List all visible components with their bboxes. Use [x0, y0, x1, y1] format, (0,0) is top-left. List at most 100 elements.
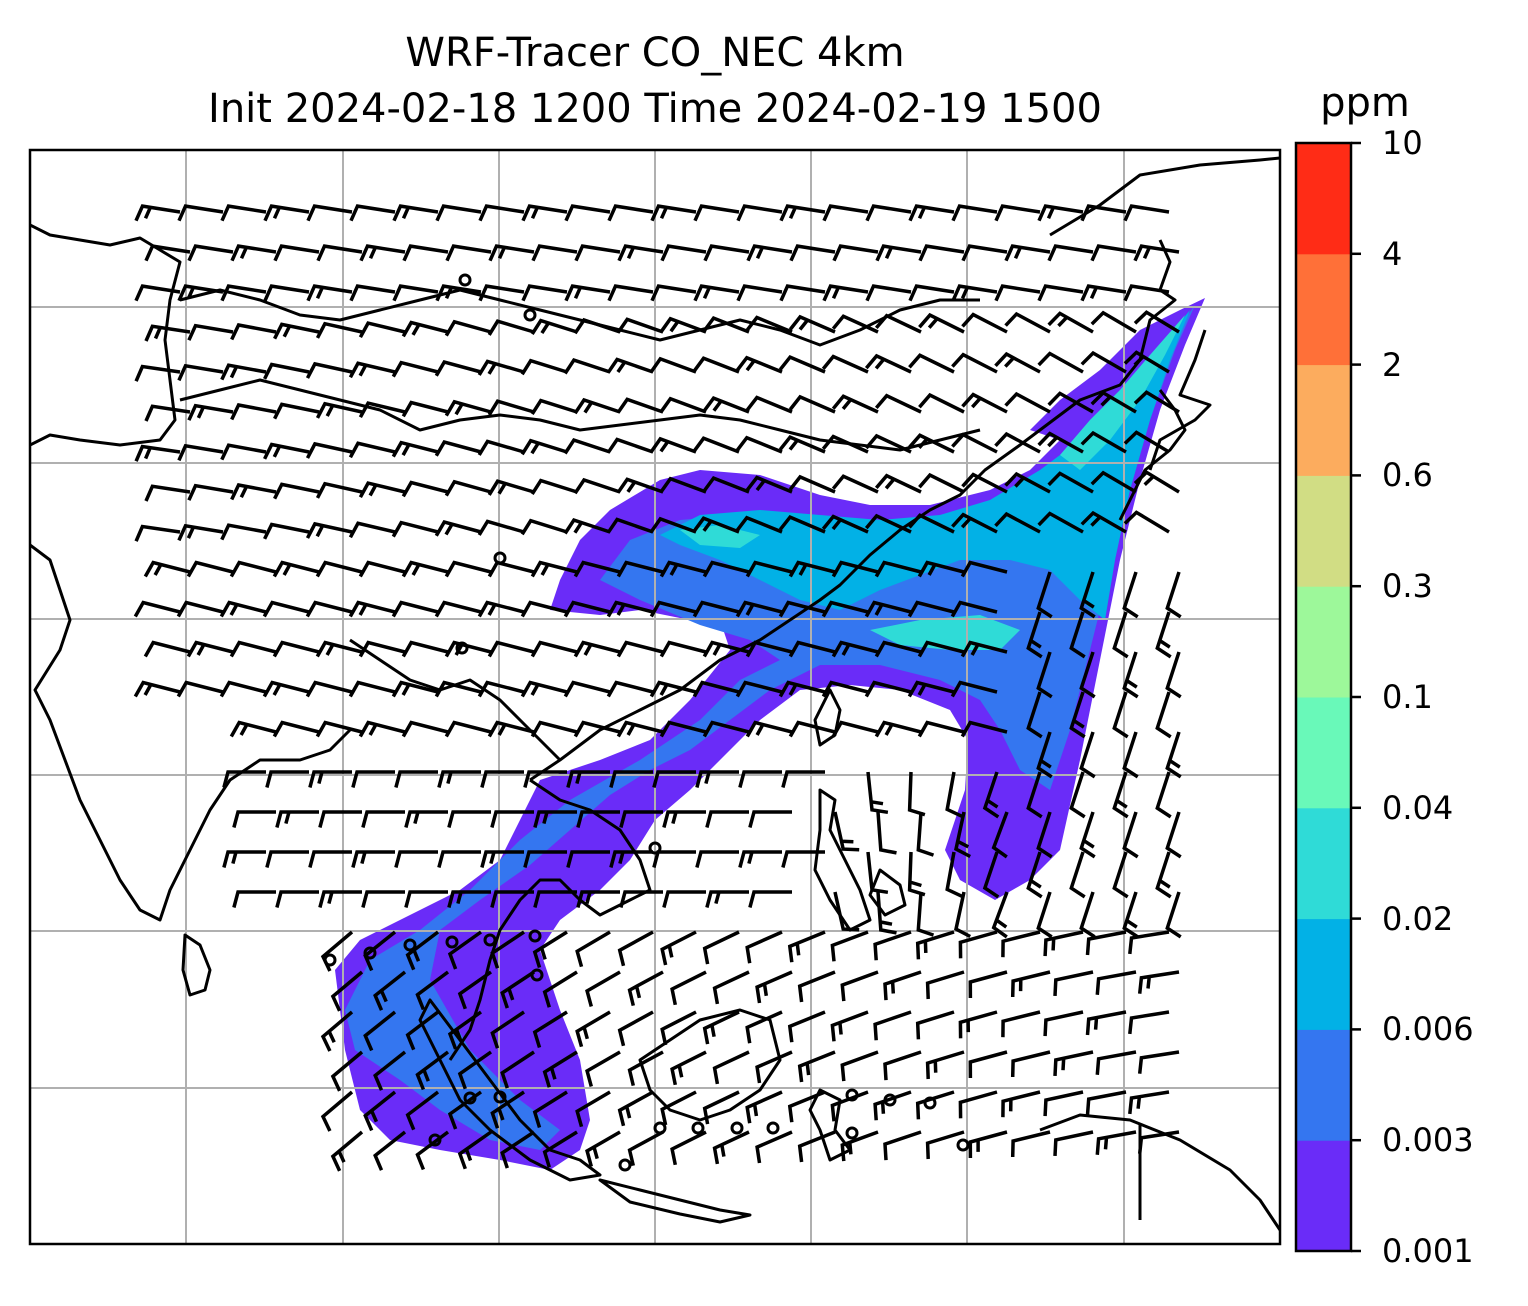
wind-barb	[738, 850, 782, 868]
wind-barb	[272, 720, 320, 738]
wind-barb	[520, 600, 568, 618]
wind-barb	[606, 680, 654, 698]
wind-barb	[520, 518, 568, 536]
wind-barb	[1036, 571, 1053, 619]
wind-barb	[134, 444, 181, 462]
wind-barb	[573, 640, 621, 658]
wind-barb	[1122, 891, 1139, 939]
wind-barb	[532, 1090, 568, 1129]
wind-barb	[660, 1010, 697, 1046]
wind-barb	[616, 397, 664, 414]
wind-barb	[1128, 1010, 1170, 1035]
wind-barb	[745, 475, 793, 494]
wind-barb	[315, 560, 363, 578]
wind-barb	[788, 640, 836, 658]
wind-barb	[144, 244, 191, 262]
wind-barb	[415, 970, 450, 1011]
wind-barb	[961, 312, 1008, 334]
wind-barb	[232, 890, 276, 908]
calm-wind-circle	[653, 1121, 667, 1135]
wind-barb	[272, 560, 320, 578]
wind-barb	[907, 771, 926, 817]
wind-barb	[866, 771, 889, 815]
wind-barb	[745, 1090, 783, 1124]
wind-barb	[874, 720, 922, 738]
wind-barb	[789, 244, 836, 262]
calm-wind-circle	[956, 1138, 970, 1152]
wind-barb	[865, 284, 912, 302]
wind-barb	[660, 244, 707, 262]
wind-barb	[1001, 1010, 1041, 1038]
wind-barb	[447, 890, 491, 908]
wind-barb	[960, 560, 1008, 578]
wind-barb	[874, 313, 922, 334]
wind-barb	[405, 1090, 440, 1131]
wind-barb	[840, 970, 879, 1002]
wind-barb	[958, 1010, 998, 1039]
wind-barb	[627, 1050, 664, 1087]
colorbar-bin	[1296, 586, 1351, 698]
wind-barb	[1036, 891, 1053, 939]
wind-barb	[1043, 1090, 1084, 1117]
wind-barb	[1133, 244, 1180, 262]
wind-barb	[305, 361, 353, 379]
wind-barb	[994, 511, 1041, 534]
wind-barb	[230, 323, 277, 341]
wind-barb	[652, 770, 696, 788]
wind-barb	[275, 810, 319, 828]
wind-barb	[444, 479, 492, 497]
wind-barb	[320, 1090, 354, 1132]
wind-barb	[564, 204, 611, 222]
wind-barb	[533, 890, 577, 908]
wind-barb	[875, 244, 922, 262]
wind-barb	[1036, 731, 1053, 779]
wind-barb	[275, 890, 319, 908]
wind-barb	[745, 930, 783, 964]
colorbar-tick-label: 0.3	[1382, 567, 1433, 606]
wind-barb	[883, 1130, 922, 1161]
colorbar-tick-label: 0.04	[1382, 788, 1454, 827]
wind-barb	[573, 477, 621, 495]
wind-barb	[487, 319, 535, 336]
wind-barb	[134, 364, 181, 382]
wind-barb	[222, 850, 266, 868]
wind-barb	[229, 560, 277, 578]
wind-barb	[1010, 970, 1051, 998]
wind-barb	[576, 810, 620, 828]
wind-barb	[1128, 1090, 1170, 1115]
wind-barb	[500, 970, 535, 1009]
wind-barb	[702, 475, 750, 494]
chart-title-line-2: Init 2024-02-18 1200 Time 2024-02-19 150…	[208, 86, 1102, 132]
wind-barb	[480, 850, 524, 868]
wind-barb	[755, 1130, 793, 1164]
wind-barb	[487, 399, 535, 416]
wind-barb	[273, 402, 320, 420]
wind-barb	[659, 476, 707, 494]
wind-barb	[1112, 691, 1129, 739]
wind-barb	[230, 244, 277, 262]
wind-barb	[695, 850, 739, 868]
wind-barb	[391, 680, 439, 698]
wind-barb	[606, 517, 654, 534]
wind-barb	[530, 640, 578, 658]
wind-barb	[662, 890, 706, 908]
wind-barb	[401, 400, 449, 418]
wind-barb	[348, 680, 396, 698]
wind-barb	[177, 523, 224, 542]
wind-barb	[1123, 350, 1170, 374]
wind-barb	[273, 244, 320, 262]
wind-barb	[457, 970, 493, 1010]
border-himalaya	[179, 378, 981, 452]
wind-barb	[1037, 204, 1084, 222]
wind-barb	[187, 483, 234, 501]
wind-barb	[187, 244, 234, 262]
wind-barb	[1069, 851, 1086, 899]
colorbar-tick-label: 0.02	[1382, 899, 1454, 938]
wind-barb	[566, 850, 610, 868]
wind-barb	[831, 720, 879, 738]
wind-barb	[617, 1010, 654, 1047]
wind-barb	[958, 1090, 998, 1119]
wind-barb	[617, 1090, 654, 1127]
wind-barb	[1037, 351, 1084, 374]
